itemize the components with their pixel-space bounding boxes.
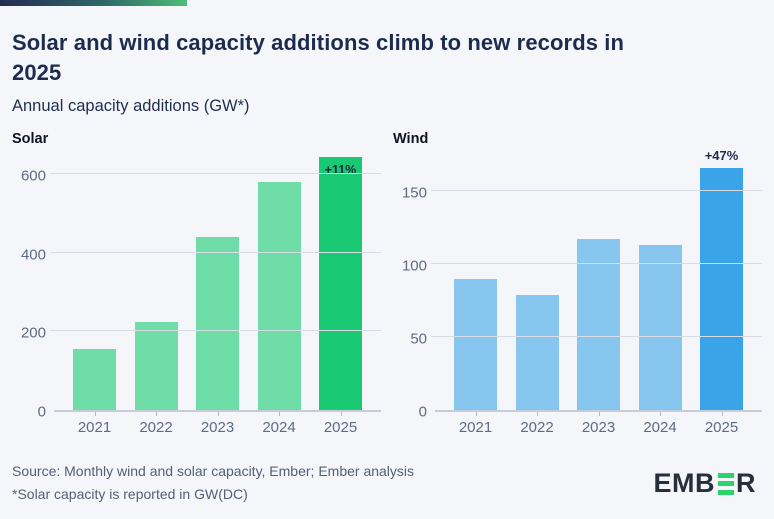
bar-value-annotation: +11% bbox=[324, 162, 357, 177]
wind-plot-area: +47% bbox=[431, 148, 762, 412]
x-tick-2021: 2021 bbox=[454, 411, 497, 436]
page-title: Solar and wind capacity additions climb … bbox=[12, 30, 625, 85]
x-tick-2022: 2022 bbox=[516, 411, 559, 436]
x-tick-label-2021: 2021 bbox=[77, 418, 112, 436]
x-tick-label-2021: 2021 bbox=[458, 418, 493, 436]
solar-y-axis: 0 200 400 600 bbox=[12, 157, 54, 420]
solar-x-axis: 2021 2022 2023 2024 2025 bbox=[54, 411, 381, 436]
bar-2025: +11% bbox=[319, 156, 362, 410]
x-tick-label-2025: 2025 bbox=[323, 418, 358, 436]
y-tick-label-100: 100 bbox=[401, 257, 427, 275]
x-tick-2021: 2021 bbox=[73, 411, 116, 436]
page-subtitle: Annual capacity additions (GW*) bbox=[12, 96, 250, 115]
y-tick-label-0: 0 bbox=[37, 403, 46, 421]
wind-bars: +47% bbox=[435, 148, 762, 410]
solar-plot-area: +11% bbox=[50, 156, 381, 412]
gridline-100 bbox=[431, 263, 762, 265]
bar-2024 bbox=[257, 182, 301, 410]
x-tick-2022: 2022 bbox=[135, 411, 178, 436]
charts-row: Solar 0 200 400 600 +11% 2021 2022 2023 2024 20… bbox=[0, 131, 774, 436]
wind-chart: Wind 0 50 100 150 +47% 2021 2022 2023 2024 2025 bbox=[393, 131, 762, 436]
solar-bars: +11% bbox=[54, 156, 381, 410]
solar-chart-body: 0 200 400 600 +11% bbox=[12, 156, 381, 420]
ember-logo-text-right: R bbox=[736, 468, 756, 498]
gridline-600 bbox=[50, 173, 381, 175]
bar-2021 bbox=[454, 278, 497, 410]
x-tick-2023: 2023 bbox=[577, 411, 620, 436]
x-tick-label-2022: 2022 bbox=[139, 418, 173, 436]
wind-chart-title: Wind bbox=[393, 130, 429, 147]
y-tick-label-600: 600 bbox=[20, 167, 46, 185]
y-tick-label-50: 50 bbox=[410, 330, 427, 348]
bar-2025: +47% bbox=[700, 148, 743, 410]
bar-value-annotation: +47% bbox=[704, 147, 739, 163]
y-tick-label-150: 150 bbox=[401, 184, 427, 202]
bar-2021 bbox=[73, 349, 116, 410]
x-tick-2025: 2025 bbox=[700, 411, 743, 436]
y-tick-label-200: 200 bbox=[20, 324, 46, 342]
x-tick-label-2023: 2023 bbox=[581, 418, 616, 436]
bar-2024 bbox=[638, 245, 682, 410]
accent-gradient-bar bbox=[0, 0, 187, 6]
bar-2022 bbox=[515, 294, 559, 410]
gridline-200 bbox=[50, 330, 381, 332]
x-tick-label-2024: 2024 bbox=[262, 418, 296, 436]
solar-chart-title: Solar bbox=[12, 130, 49, 147]
x-tick-label-2023: 2023 bbox=[200, 418, 235, 436]
solar-chart: Solar 0 200 400 600 +11% 2021 2022 2023 2024 20… bbox=[12, 131, 381, 436]
ember-logo-e-bars-icon bbox=[717, 472, 734, 495]
ember-logo: EMB R bbox=[654, 468, 757, 499]
x-tick-label-2025: 2025 bbox=[704, 418, 739, 436]
x-tick-label-2022: 2022 bbox=[520, 418, 554, 436]
source-text: Source: Monthly wind and solar capacity,… bbox=[12, 462, 415, 479]
bar-2022 bbox=[134, 321, 178, 410]
y-tick-label-400: 400 bbox=[20, 246, 46, 264]
ember-logo-text-left: EMB bbox=[653, 468, 715, 498]
bar-2023 bbox=[196, 237, 239, 410]
bar-2023 bbox=[577, 239, 620, 410]
wind-y-axis: 0 50 100 150 bbox=[393, 157, 435, 421]
footer: Source: Monthly wind and solar capacity,… bbox=[12, 460, 414, 506]
x-tick-2023: 2023 bbox=[196, 411, 239, 436]
x-tick-label-2024: 2024 bbox=[643, 418, 677, 436]
gridline-150 bbox=[431, 190, 762, 192]
x-tick-2024: 2024 bbox=[639, 411, 682, 436]
footnote-text: *Solar capacity is reported in GW(DC) bbox=[12, 485, 248, 502]
gridline-400 bbox=[50, 251, 381, 253]
wind-x-axis: 2021 2022 2023 2024 2025 bbox=[435, 411, 762, 436]
gridline-50 bbox=[431, 335, 762, 337]
wind-chart-body: 0 50 100 150 +47% bbox=[393, 148, 762, 421]
x-tick-2025: 2025 bbox=[319, 411, 362, 436]
header: Solar and wind capacity additions climb … bbox=[0, 0, 774, 116]
y-tick-label-0: 0 bbox=[418, 403, 427, 421]
x-tick-2024: 2024 bbox=[258, 411, 301, 436]
